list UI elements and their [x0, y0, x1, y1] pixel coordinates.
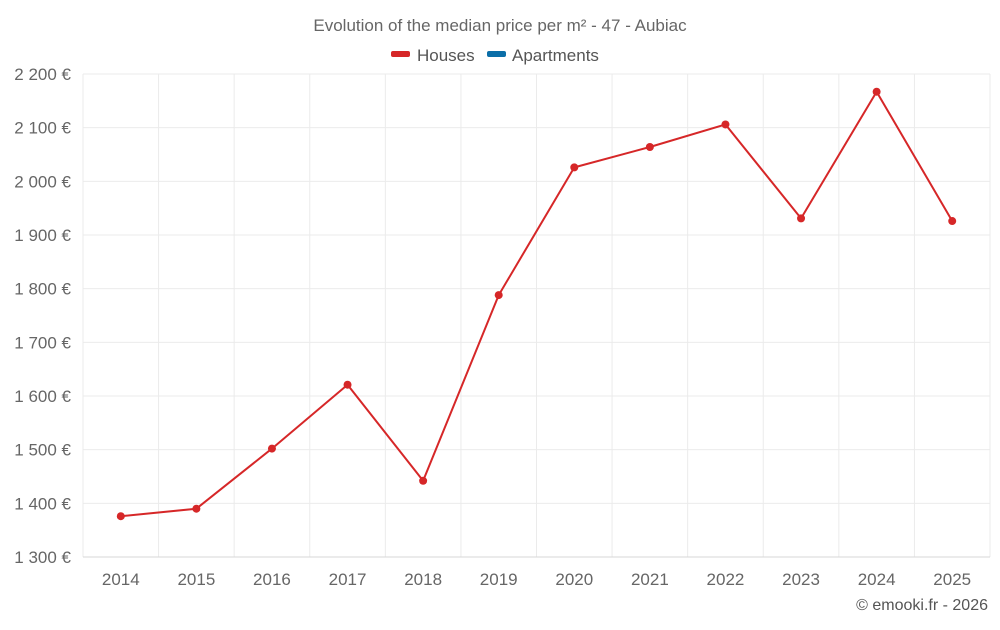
legend-item-houses[interactable]: Houses	[391, 46, 475, 65]
x-tick-label: 2024	[858, 570, 896, 589]
x-tick-label: 2015	[177, 570, 215, 589]
y-tick-label: 1 300 €	[14, 548, 71, 567]
data-point	[872, 87, 881, 96]
y-tick-label: 2 100 €	[14, 119, 71, 138]
x-tick-label: 2019	[480, 570, 518, 589]
x-tick-label: 2016	[253, 570, 291, 589]
series	[116, 87, 957, 521]
y-tick-label: 1 400 €	[14, 494, 71, 513]
legend: Houses Apartments	[391, 46, 599, 65]
data-point	[570, 163, 579, 172]
legend-item-apartments[interactable]: Apartments	[487, 46, 599, 65]
legend-swatch-apartments	[487, 51, 506, 57]
y-tick-label: 2 200 €	[14, 65, 71, 84]
y-tick-label: 1 700 €	[14, 333, 71, 352]
x-tick-label: 2017	[329, 570, 367, 589]
series-line-houses	[119, 90, 954, 518]
data-point	[645, 142, 654, 151]
data-point	[494, 291, 503, 300]
data-point	[343, 380, 352, 389]
data-point	[721, 120, 730, 129]
x-tick-label: 2018	[404, 570, 442, 589]
data-point	[797, 214, 806, 223]
data-point	[419, 476, 428, 485]
data-point	[116, 512, 125, 521]
axes: 1 300 € 1 400 € 1 500 € 1 600 € 1 700 € 1 800…	[14, 65, 990, 589]
grid	[82, 73, 991, 557]
x-tick-label: 2023	[782, 570, 820, 589]
y-tick-label: 1 500 €	[14, 441, 71, 460]
y-tick-label: 2 000 €	[14, 172, 71, 191]
x-tick-label: 2014	[102, 570, 140, 589]
y-tick-label: 1 600 €	[14, 387, 71, 406]
x-tick-label: 2025	[933, 570, 971, 589]
chart-credit: © emooki.fr - 2026	[856, 597, 988, 614]
legend-label-houses: Houses	[417, 46, 475, 65]
legend-label-apartments: Apartments	[512, 46, 599, 65]
x-tick-label: 2021	[631, 570, 669, 589]
data-point	[192, 504, 201, 513]
data-point	[948, 217, 957, 226]
x-tick-label: 2020	[555, 570, 593, 589]
y-tick-label: 1 800 €	[14, 280, 71, 299]
x-tick-label: 2022	[707, 570, 745, 589]
y-tick-label: 1 900 €	[14, 226, 71, 245]
chart-title: Evolution of the median price per m² - 4…	[313, 16, 687, 35]
legend-swatch-houses	[391, 51, 410, 57]
data-point	[267, 444, 276, 453]
